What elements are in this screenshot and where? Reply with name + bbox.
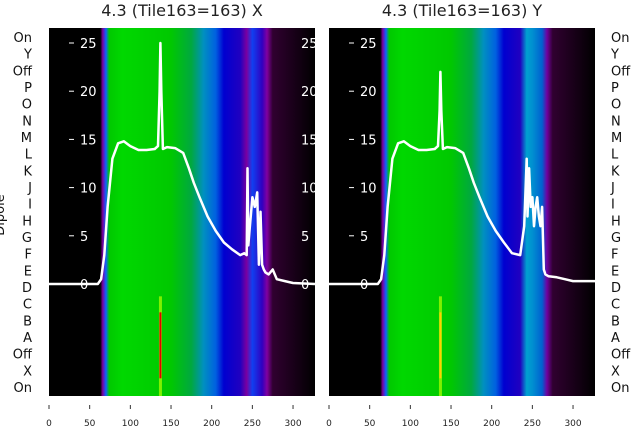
overlay-ytick-label: 20 — [80, 85, 97, 100]
xtick-label: 100 — [122, 419, 139, 429]
overlay-ytick-label-right: 25 — [301, 37, 318, 52]
category-label: F — [611, 248, 618, 263]
category-label: E — [24, 264, 32, 279]
category-label: Off — [611, 64, 631, 79]
category-label: J — [27, 181, 32, 196]
series-line — [49, 41, 316, 286]
category-label: B — [23, 314, 32, 329]
overlay-ytick-label-right: 0 — [301, 278, 309, 293]
overlay-ytick-label: 25 — [80, 37, 97, 52]
overlay-ytick-label: 25 — [360, 37, 377, 52]
overlay-ytick-label: 0 — [80, 278, 88, 293]
category-label: P — [24, 81, 32, 96]
category-label: D — [22, 281, 32, 296]
category-label: On — [611, 31, 629, 46]
category-label: C — [611, 298, 620, 313]
category-label: K — [611, 164, 620, 179]
xtick-label: 150 — [162, 419, 179, 429]
category-label: O — [22, 98, 32, 113]
overlay-ytick-label: 10 — [80, 182, 97, 197]
xtick-label: 50 — [364, 419, 376, 429]
overlay-ytick-label: 5 — [80, 230, 88, 245]
category-label: Off — [13, 348, 33, 363]
xtick-label: 50 — [84, 419, 96, 429]
panel-title-x: 4.3 (Tile163=163) X — [101, 1, 263, 20]
category-label: K — [23, 164, 32, 179]
category-label: H — [22, 214, 32, 229]
xtick-label: 0 — [326, 419, 332, 429]
y-axis-label-left: Dipole — [0, 194, 8, 235]
marker-highlight — [159, 312, 162, 379]
category-label: On — [14, 381, 32, 396]
category-label: A — [611, 331, 620, 346]
xtick-label: 0 — [46, 419, 52, 429]
xtick-label: 250 — [524, 419, 541, 429]
category-label: Off — [611, 348, 631, 363]
overlay-ytick-label: 20 — [360, 85, 377, 100]
category-label: X — [23, 364, 32, 379]
category-label: G — [22, 231, 32, 246]
category-label: Y — [610, 48, 619, 63]
category-label: M — [21, 131, 32, 146]
overlay-ytick-label-right: 5 — [301, 230, 309, 245]
category-label: N — [22, 114, 32, 129]
category-label: P — [611, 81, 619, 96]
overlay-ytick-label-right: 15 — [301, 133, 318, 148]
xtick-label: 100 — [402, 419, 419, 429]
spectrogram-background — [329, 28, 595, 396]
category-label: C — [23, 298, 32, 313]
overlay-ytick-label: 5 — [360, 230, 368, 245]
category-label: G — [611, 231, 621, 246]
overlay-ytick-label-right: 10 — [301, 182, 318, 197]
category-label: A — [23, 331, 32, 346]
xtick-label: 300 — [284, 419, 301, 429]
xtick-label: 150 — [442, 419, 459, 429]
spectrogram-background — [49, 28, 315, 396]
category-label: H — [611, 214, 621, 229]
panel-title-y: 4.3 (Tile163=163) Y — [382, 1, 543, 20]
category-label: I — [611, 198, 615, 213]
xtick-label: 250 — [244, 419, 261, 429]
overlay-ytick-label-right: 20 — [301, 85, 318, 100]
category-label: J — [610, 181, 615, 196]
category-label: X — [611, 364, 620, 379]
category-label: O — [611, 98, 621, 113]
category-label: L — [25, 148, 33, 163]
category-label: D — [611, 281, 621, 296]
xtick-label: 200 — [483, 419, 500, 429]
marker-highlight — [439, 312, 442, 379]
overlay-ytick-label: 15 — [360, 133, 377, 148]
category-label: Y — [23, 48, 32, 63]
overlay-ytick-label: 0 — [360, 278, 368, 293]
category-label: On — [14, 31, 32, 46]
category-label: Off — [13, 64, 33, 79]
category-label: E — [611, 264, 619, 279]
category-label: On — [611, 381, 629, 396]
category-label: I — [28, 198, 32, 213]
category-label: L — [611, 148, 619, 163]
category-label: B — [611, 314, 620, 329]
series-line — [329, 70, 595, 286]
category-label: N — [611, 114, 621, 129]
xtick-label: 300 — [564, 419, 581, 429]
overlay-ytick-label: 10 — [360, 182, 377, 197]
category-label: F — [25, 248, 32, 263]
overlay-ytick-label: 15 — [80, 133, 97, 148]
xtick-label: 200 — [203, 419, 220, 429]
category-label: M — [611, 131, 622, 146]
